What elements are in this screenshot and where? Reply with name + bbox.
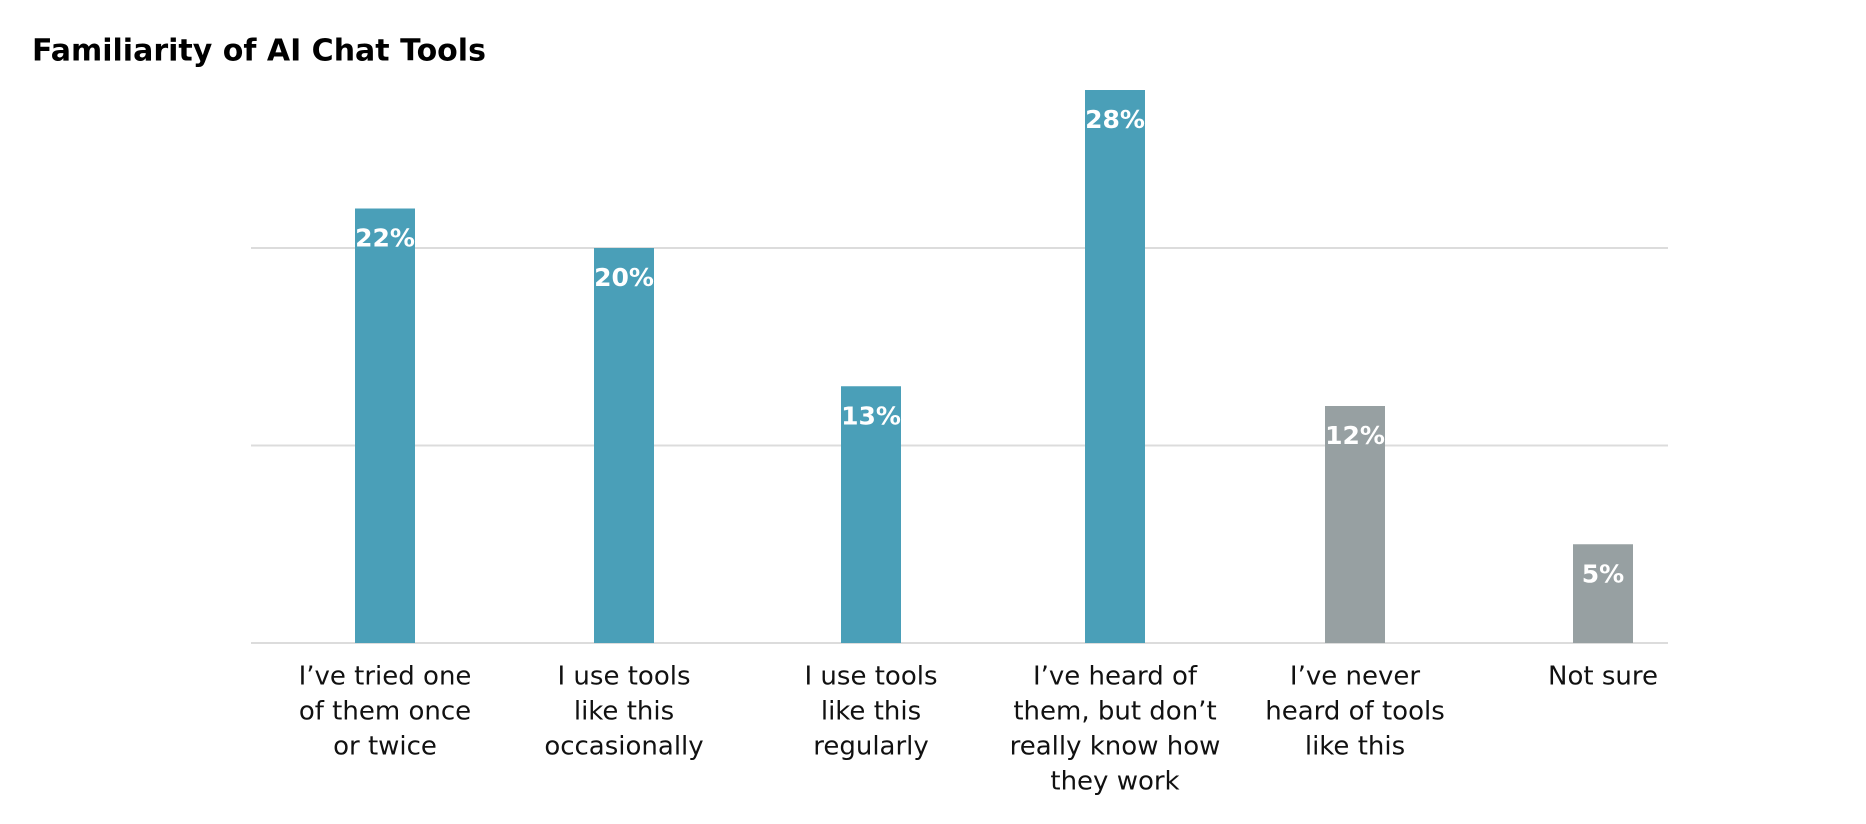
- x-tick-label: I use tools: [558, 662, 691, 692]
- bar: [355, 208, 415, 643]
- value-label: 22%: [355, 224, 415, 253]
- bar: [594, 248, 654, 643]
- x-tick-label: like this: [574, 697, 674, 727]
- x-tick-label: of them once: [299, 697, 471, 727]
- bar: [1573, 544, 1633, 643]
- x-tick-label: Not sure: [1548, 662, 1658, 692]
- value-label: 5%: [1582, 559, 1624, 588]
- x-tick-label: like this: [821, 697, 921, 727]
- x-tick-label: I’ve never: [1290, 662, 1420, 692]
- x-tick-label: them, but don’t: [1013, 697, 1216, 727]
- bar: [841, 386, 901, 643]
- x-tick-label: I use tools: [805, 662, 938, 692]
- value-label: 20%: [594, 263, 654, 292]
- x-tick-label: heard of tools: [1265, 697, 1445, 727]
- bar: [1085, 90, 1145, 643]
- bar: [1325, 406, 1385, 643]
- x-tick-label: I’ve heard of: [1033, 662, 1198, 692]
- value-label: 13%: [841, 401, 901, 430]
- x-tick-label: like this: [1305, 732, 1405, 762]
- x-tick-label: I’ve tried one: [299, 662, 472, 692]
- x-tick-label: regularly: [813, 732, 929, 762]
- x-tick-label: they work: [1050, 767, 1179, 797]
- value-label: 28%: [1085, 105, 1145, 134]
- chart-title: Familiarity of AI Chat Tools: [32, 34, 486, 69]
- x-tick-label: or twice: [333, 732, 437, 762]
- value-label: 12%: [1325, 421, 1385, 450]
- x-tick-label: really know how: [1010, 732, 1221, 762]
- x-tick-label: occasionally: [544, 732, 703, 762]
